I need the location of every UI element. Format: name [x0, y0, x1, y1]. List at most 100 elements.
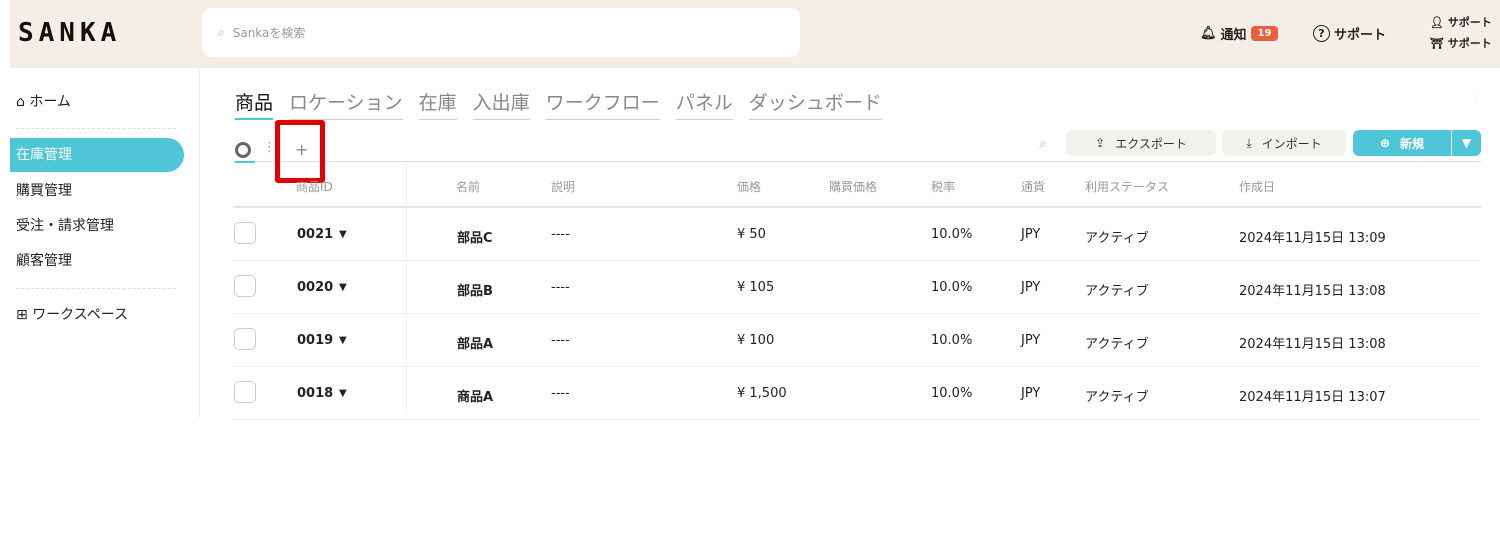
- tab-locations[interactable]: ロケーション: [289, 88, 403, 120]
- user-icon: 👤︎: [1430, 16, 1448, 29]
- column-header[interactable]: 税率: [931, 180, 956, 194]
- workspace-icon: ⊞: [16, 307, 33, 323]
- table-cell: ¥ 105: [737, 280, 775, 295]
- tab-panel[interactable]: パネル: [675, 88, 733, 120]
- row-expand-icon[interactable]: ▼: [339, 388, 347, 399]
- add-view-button[interactable]: +: [295, 140, 309, 159]
- table-cell: 部品A: [457, 337, 494, 352]
- toolbar: ⋮ + ⌕ ⇪ エクスポート ⤓ インポート ⊕ 新規 ▼: [233, 128, 1481, 163]
- upload-icon: ⇪: [1095, 136, 1106, 150]
- help-icon: ?: [1313, 25, 1330, 42]
- sidebar: ⌂ ホーム 在庫管理 購買管理 受注・請求管理 顧客管理 ⊞ ワークスペース: [10, 68, 200, 418]
- table-cell: 10.0%: [931, 227, 973, 242]
- table-cell: 商品A: [457, 390, 494, 405]
- notifications-button[interactable]: 🔔︎ 通知 19: [1200, 24, 1279, 43]
- column-header[interactable]: 名前: [456, 180, 481, 194]
- sidebar-item-purchasing[interactable]: 購買管理: [16, 183, 72, 199]
- divider: [16, 288, 176, 289]
- column-header[interactable]: 購買価格: [829, 180, 878, 194]
- table-cell[interactable]: 0019: [297, 333, 334, 348]
- column-header[interactable]: 通貨: [1021, 180, 1046, 194]
- user-menu[interactable]: 👤︎ サポート ⛩︎ サポート: [1430, 12, 1492, 54]
- new-dropdown-button[interactable]: ▼: [1452, 130, 1481, 156]
- row-checkbox[interactable]: [234, 381, 256, 403]
- row-checkbox[interactable]: [234, 275, 256, 297]
- search-icon[interactable]: ⌕: [1039, 136, 1047, 152]
- table-row[interactable]: 0018 ▼ 商品A ---- ¥ 1,500 10.0% JPY アクティブ 2024年11月…: [233, 367, 1481, 420]
- sidebar-item-inventory[interactable]: 在庫管理: [10, 138, 184, 172]
- sidebar-item-home[interactable]: ⌂ ホーム: [10, 85, 184, 119]
- column-header[interactable]: 説明: [551, 180, 576, 194]
- row-expand-icon[interactable]: ▼: [339, 282, 347, 293]
- divider: [16, 128, 176, 129]
- import-label: インポート: [1261, 136, 1322, 151]
- tab-dashboard[interactable]: ダッシュボード: [748, 88, 882, 120]
- table-cell: 10.0%: [931, 386, 973, 401]
- table-cell: ¥ 1,500: [737, 386, 787, 401]
- table-cell: アクティブ: [1085, 390, 1149, 405]
- table-cell: ¥ 100: [737, 333, 775, 348]
- plus-circle-icon: ⊕: [1379, 136, 1391, 150]
- highlight-box: [275, 120, 325, 183]
- support-label: サポート: [1334, 28, 1387, 43]
- scroll-handle-icon[interactable]: ⋮: [1472, 92, 1482, 103]
- row-expand-icon[interactable]: ▼: [339, 229, 347, 240]
- table-cell: 10.0%: [931, 333, 973, 348]
- tab-products[interactable]: 商品: [235, 88, 274, 120]
- tab-inventory[interactable]: 在庫: [418, 88, 457, 120]
- new-label: 新規: [1400, 136, 1425, 151]
- table-cell: ¥ 50: [737, 227, 766, 242]
- org-icon: ⛩︎: [1430, 37, 1448, 50]
- column-divider: [406, 163, 407, 415]
- sidebar-item-workspace[interactable]: ⊞ ワークスペース: [10, 298, 184, 332]
- chevron-down-icon: ▼: [1461, 136, 1472, 150]
- sidebar-label: ワークスペース: [32, 307, 129, 323]
- table-cell: アクティブ: [1085, 284, 1149, 299]
- column-header[interactable]: 利用ステータス: [1085, 180, 1170, 194]
- table-cell[interactable]: 0021: [297, 227, 334, 242]
- search-input[interactable]: ⌕ Sankaを検索: [202, 8, 800, 57]
- table-cell: アクティブ: [1085, 231, 1149, 246]
- export-button[interactable]: ⇪ エクスポート: [1066, 130, 1216, 156]
- row-checkbox[interactable]: [234, 222, 256, 244]
- new-button[interactable]: ⊕ 新規: [1353, 130, 1451, 156]
- table-row[interactable]: 0019 ▼ 部品A ---- ¥ 100 10.0% JPY アクティブ 2024年11月15…: [233, 314, 1481, 367]
- table-cell[interactable]: 0020: [297, 280, 334, 295]
- table-cell[interactable]: 0018: [297, 386, 334, 401]
- tab-bar: 商品 ロケーション 在庫 入出庫 ワークフロー パネル ダッシュボード: [235, 88, 882, 120]
- sidebar-item-orders[interactable]: 受注・請求管理: [16, 218, 114, 234]
- sidebar-item-customers[interactable]: 顧客管理: [16, 253, 72, 269]
- tab-transactions[interactable]: 入出庫: [472, 88, 530, 120]
- download-icon: ⤓: [1246, 135, 1252, 150]
- table-row[interactable]: 0021 ▼ 部品C ---- ¥ 50 10.0% JPY アクティブ 2024年11月15日…: [233, 208, 1481, 261]
- import-button[interactable]: ⤓ インポート: [1222, 130, 1346, 156]
- row-checkbox[interactable]: [234, 328, 256, 350]
- table-cell: ----: [551, 333, 570, 348]
- row-expand-icon[interactable]: ▼: [339, 335, 347, 346]
- column-header[interactable]: 作成日: [1239, 180, 1276, 194]
- search-icon: ⌕: [218, 25, 225, 39]
- user-name: サポート: [1447, 16, 1492, 29]
- top-header: SANKA ⌕ Sankaを検索 🔔︎ 通知 19 ? サポート 👤︎ サポート ⛩︎ サ…: [10, 0, 1500, 68]
- table-cell: 2024年11月15日 13:08: [1239, 284, 1386, 299]
- table-cell: ----: [551, 386, 570, 401]
- table-row[interactable]: 0020 ▼ 部品B ---- ¥ 105 10.0% JPY アクティブ 2024年11月15…: [233, 261, 1481, 314]
- support-button[interactable]: ? サポート: [1313, 24, 1386, 43]
- notifications-label: 通知: [1220, 28, 1247, 43]
- column-header[interactable]: 価格: [737, 180, 762, 194]
- export-label: エクスポート: [1115, 136, 1187, 151]
- more-options-icon[interactable]: ⋮: [263, 140, 276, 155]
- sidebar-label: ホーム: [29, 94, 71, 110]
- tab-workflow[interactable]: ワークフロー: [545, 88, 660, 120]
- logo[interactable]: SANKA: [18, 18, 122, 48]
- table-cell: ----: [551, 280, 570, 295]
- active-view-indicator: [235, 161, 255, 163]
- table-cell: JPY: [1021, 333, 1041, 348]
- view-circle-icon[interactable]: [235, 142, 251, 158]
- table-cell: JPY: [1021, 227, 1041, 242]
- table-cell: 10.0%: [931, 280, 973, 295]
- table-cell: アクティブ: [1085, 337, 1149, 352]
- table-cell: 部品B: [457, 284, 493, 299]
- bell-icon: 🔔︎: [1200, 26, 1217, 41]
- column-header[interactable]: 商品ID: [296, 180, 333, 194]
